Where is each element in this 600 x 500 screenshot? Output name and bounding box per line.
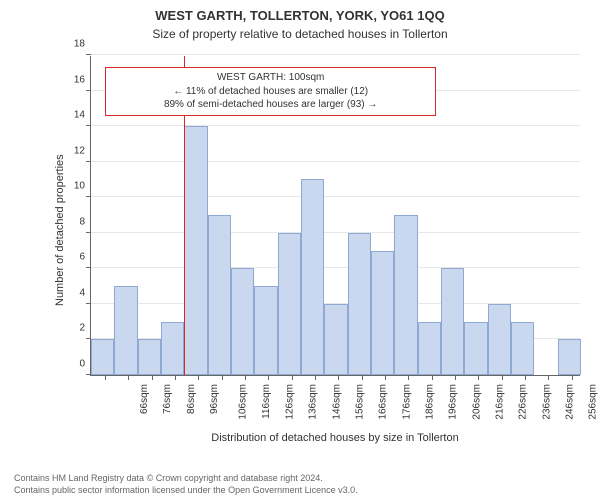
y-tick-mark xyxy=(86,125,91,126)
y-tick-label: 2 xyxy=(63,323,85,334)
histogram-bar xyxy=(184,126,207,375)
histogram-bar xyxy=(441,268,464,375)
x-tick-label: 246sqm xyxy=(565,384,576,420)
x-tick-label: 256sqm xyxy=(588,384,599,420)
y-tick-label: 4 xyxy=(63,287,85,298)
plot-area: 02468101214161866sqm76sqm86sqm96sqm106sq… xyxy=(90,56,580,376)
histogram-bar xyxy=(161,322,184,375)
x-tick-mark xyxy=(362,375,363,380)
x-tick-label: 176sqm xyxy=(401,384,412,420)
x-tick-mark xyxy=(432,375,433,380)
x-tick-label: 146sqm xyxy=(331,384,342,420)
histogram-bar xyxy=(278,233,301,375)
x-tick-mark xyxy=(152,375,153,380)
annotation-box: WEST GARTH: 100sqm← 11% of detached hous… xyxy=(105,67,436,116)
footer-line-1: Contains HM Land Registry data © Crown c… xyxy=(14,472,358,484)
gridline xyxy=(91,125,580,126)
x-tick-mark xyxy=(198,375,199,380)
footer-line-2: Contains public sector information licen… xyxy=(14,484,358,496)
x-tick-label: 226sqm xyxy=(518,384,529,420)
y-tick-label: 12 xyxy=(63,145,85,156)
histogram-bar xyxy=(511,322,534,375)
y-axis-label: Number of detached properties xyxy=(54,154,66,306)
histogram-bar xyxy=(348,233,371,375)
y-tick-label: 16 xyxy=(63,74,85,85)
x-tick-label: 136sqm xyxy=(308,384,319,420)
page-title: WEST GARTH, TOLLERTON, YORK, YO61 1QQ xyxy=(0,0,600,23)
y-tick-label: 18 xyxy=(63,39,85,50)
x-tick-mark xyxy=(455,375,456,380)
x-tick-mark xyxy=(525,375,526,380)
x-tick-label: 206sqm xyxy=(471,384,482,420)
x-tick-label: 196sqm xyxy=(448,384,459,420)
x-tick-label: 166sqm xyxy=(378,384,389,420)
y-tick-label: 8 xyxy=(63,216,85,227)
histogram-bar xyxy=(254,286,277,375)
page-subtitle: Size of property relative to detached ho… xyxy=(0,23,600,41)
y-tick-label: 0 xyxy=(63,359,85,370)
y-tick-mark xyxy=(86,54,91,55)
histogram-bar xyxy=(394,215,417,375)
histogram-bar xyxy=(138,339,161,375)
footer-attribution: Contains HM Land Registry data © Crown c… xyxy=(14,472,358,496)
annotation-line: 89% of semi-detached houses are larger (… xyxy=(110,98,431,112)
x-tick-mark xyxy=(408,375,409,380)
histogram-bar xyxy=(208,215,231,375)
histogram-bar xyxy=(231,268,254,375)
x-tick-mark xyxy=(222,375,223,380)
gridline xyxy=(91,161,580,162)
histogram-bar xyxy=(464,322,487,375)
y-tick-label: 10 xyxy=(63,181,85,192)
x-tick-mark xyxy=(502,375,503,380)
histogram-bar xyxy=(371,251,394,375)
x-tick-mark xyxy=(128,375,129,380)
x-tick-label: 86sqm xyxy=(186,384,197,414)
y-tick-label: 14 xyxy=(63,110,85,121)
y-tick-mark xyxy=(86,90,91,91)
x-tick-label: 156sqm xyxy=(355,384,366,420)
x-tick-mark xyxy=(175,375,176,380)
x-tick-label: 96sqm xyxy=(209,384,220,414)
x-tick-mark xyxy=(548,375,549,380)
gridline xyxy=(91,267,580,268)
x-tick-mark xyxy=(478,375,479,380)
x-tick-label: 66sqm xyxy=(139,384,150,414)
histogram-bar xyxy=(488,304,511,375)
histogram-bar xyxy=(418,322,441,375)
histogram-bar xyxy=(324,304,347,375)
chart-area: Number of detached properties 0246810121… xyxy=(60,56,580,416)
x-axis-label: Distribution of detached houses by size … xyxy=(90,432,580,444)
histogram-bar xyxy=(91,339,114,375)
x-tick-mark xyxy=(338,375,339,380)
gridline xyxy=(91,196,580,197)
annotation-line: ← 11% of detached houses are smaller (12… xyxy=(110,85,431,99)
y-tick-mark xyxy=(86,196,91,197)
x-tick-mark xyxy=(572,375,573,380)
histogram-bar xyxy=(114,286,137,375)
histogram-bar xyxy=(301,179,324,375)
gridline xyxy=(91,232,580,233)
x-tick-mark xyxy=(105,375,106,380)
y-tick-mark xyxy=(86,303,91,304)
x-tick-label: 106sqm xyxy=(238,384,249,420)
x-tick-label: 186sqm xyxy=(425,384,436,420)
y-tick-mark xyxy=(86,161,91,162)
gridline xyxy=(91,54,580,55)
x-tick-label: 76sqm xyxy=(162,384,173,414)
x-tick-mark xyxy=(245,375,246,380)
x-tick-label: 116sqm xyxy=(261,384,272,419)
x-tick-mark xyxy=(292,375,293,380)
y-tick-label: 6 xyxy=(63,252,85,263)
x-tick-mark xyxy=(385,375,386,380)
x-tick-label: 236sqm xyxy=(541,384,552,420)
x-tick-mark xyxy=(315,375,316,380)
y-tick-mark xyxy=(86,267,91,268)
x-tick-label: 126sqm xyxy=(285,384,296,420)
y-tick-mark xyxy=(86,232,91,233)
x-tick-mark xyxy=(268,375,269,380)
annotation-line: WEST GARTH: 100sqm xyxy=(110,71,431,85)
histogram-bar xyxy=(558,339,581,375)
x-tick-label: 216sqm xyxy=(495,384,506,420)
